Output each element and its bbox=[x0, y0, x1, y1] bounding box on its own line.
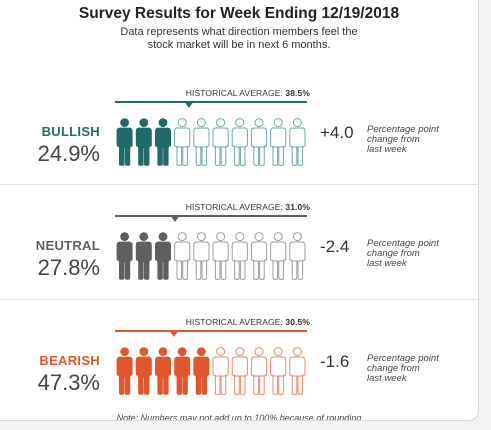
person-icon-filled bbox=[116, 347, 133, 395]
pictograph bbox=[116, 347, 306, 395]
category-percentage: 24.9% bbox=[37, 141, 100, 166]
person-icon-outline bbox=[250, 118, 268, 166]
subtitle-line-1: Data represents what direction members f… bbox=[120, 26, 358, 38]
person-icon-outline bbox=[212, 347, 229, 395]
survey-card: Survey Results for Week Ending 12/19/201… bbox=[0, 0, 479, 421]
subtitle-line-2: stock market will be in next 6 months. bbox=[147, 39, 331, 51]
historical-average-value: 31.0% bbox=[285, 202, 310, 212]
weekly-change-value: +4.0 bbox=[320, 123, 354, 142]
person-icon-outline bbox=[289, 232, 306, 280]
person-icon-filled bbox=[155, 232, 171, 280]
person-icon-outline bbox=[212, 232, 229, 280]
change-description-line: change from bbox=[367, 134, 420, 145]
person-icon-outline bbox=[174, 232, 191, 280]
weekly-change-value: -2.4 bbox=[320, 237, 350, 256]
category-percentage: 27.8% bbox=[37, 255, 100, 280]
category-percentage: 47.3% bbox=[37, 370, 100, 395]
historical-average-label: HISTORICAL AVERAGE: bbox=[185, 88, 286, 98]
person-icon-filled bbox=[116, 232, 133, 280]
change-description-line: last week bbox=[367, 258, 407, 269]
pictograph bbox=[116, 232, 306, 280]
person-icon-filled bbox=[135, 347, 152, 395]
person-icon-outline bbox=[231, 232, 248, 280]
person-icon-filled bbox=[155, 118, 171, 166]
chart-title: Survey Results for Week Ending 12/19/201… bbox=[78, 5, 400, 22]
pictograph bbox=[116, 118, 306, 166]
historical-average-value: 38.5% bbox=[285, 88, 310, 98]
historical-average-value: 30.5% bbox=[285, 317, 310, 327]
historical-average-text: HISTORICAL AVERAGE: 38.5% bbox=[115, 88, 310, 98]
person-icon-filled bbox=[193, 347, 210, 395]
change-description-line: change from bbox=[367, 248, 420, 259]
sentiment-section-bullish: HISTORICAL AVERAGE: 38.5% BULLISH 24.9% +4.… bbox=[0, 0, 478, 166]
change-description-line: Percentage point bbox=[367, 353, 439, 364]
sentiment-section-neutral: HISTORICAL AVERAGE: 31.0% NEUTRAL 27.8% -2.… bbox=[0, 0, 478, 280]
historical-average-text: HISTORICAL AVERAGE: 31.0% bbox=[115, 202, 310, 212]
section-divider bbox=[0, 184, 478, 185]
historical-average-label: HISTORICAL AVERAGE: bbox=[185, 317, 286, 327]
historical-average-line bbox=[115, 101, 307, 103]
weekly-change-description: Percentage point change from last week bbox=[367, 239, 467, 269]
person-icon-outline bbox=[250, 347, 268, 395]
person-icon-filled bbox=[155, 347, 171, 395]
person-icon-outline bbox=[193, 232, 210, 280]
historical-average-line bbox=[115, 215, 307, 217]
person-icon-outline bbox=[193, 118, 210, 166]
weekly-change-description: Percentage point change from last week bbox=[367, 354, 467, 384]
person-icon-outline bbox=[270, 232, 287, 280]
category-label: NEUTRAL bbox=[35, 238, 100, 253]
weekly-change-value: -1.6 bbox=[320, 352, 350, 371]
person-icon-outline bbox=[270, 347, 287, 395]
change-description-line: Percentage point bbox=[367, 124, 439, 135]
change-description-line: change from bbox=[367, 363, 420, 374]
historical-average-marker bbox=[168, 330, 179, 337]
historical-average-marker bbox=[169, 215, 180, 222]
person-icon-outline bbox=[270, 118, 287, 166]
historical-average-marker bbox=[183, 101, 194, 108]
historical-average-label: HISTORICAL AVERAGE: bbox=[185, 202, 286, 212]
historical-average-line bbox=[115, 330, 307, 332]
person-icon-outline bbox=[250, 232, 268, 280]
person-icon-filled bbox=[174, 347, 191, 395]
person-icon-filled bbox=[135, 118, 152, 166]
person-icon-filled bbox=[135, 232, 152, 280]
person-icon-outline bbox=[231, 118, 248, 166]
change-description-line: last week bbox=[367, 144, 407, 155]
person-icon-outline bbox=[289, 118, 306, 166]
change-description-line: last week bbox=[367, 373, 407, 384]
chart-subtitle: Data represents what direction members f… bbox=[0, 26, 478, 52]
section-divider bbox=[0, 299, 478, 300]
change-description-line: Percentage point bbox=[367, 238, 439, 249]
weekly-change-description: Percentage point change from last week bbox=[367, 125, 467, 155]
footnote: Note: Numbers may not add up to 100% bec… bbox=[116, 413, 362, 421]
person-icon-outline bbox=[174, 118, 191, 166]
historical-average-text: HISTORICAL AVERAGE: 30.5% bbox=[115, 317, 310, 327]
person-icon-outline bbox=[212, 118, 229, 166]
person-icon-outline bbox=[231, 347, 248, 395]
sentiment-section-bearish: HISTORICAL AVERAGE: 30.5% BEARISH 47.3% -1.… bbox=[0, 0, 478, 395]
person-icon-outline bbox=[289, 347, 306, 395]
person-icon-filled bbox=[116, 118, 133, 166]
category-label: BULLISH bbox=[41, 124, 100, 139]
category-label: BEARISH bbox=[39, 353, 100, 368]
